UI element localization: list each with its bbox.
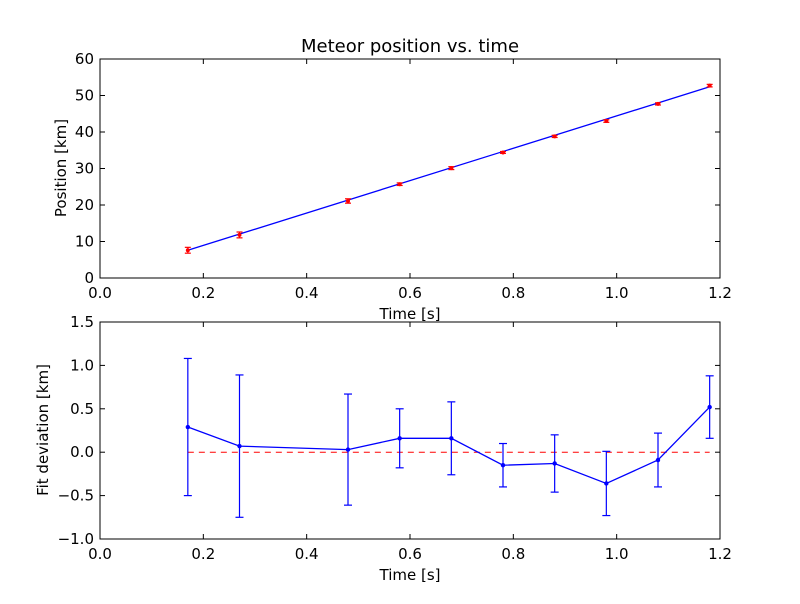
x-tick-label: 0.0 xyxy=(88,545,112,563)
deviation-axis-ticks: 0.0 0.2 0.4 0.6 0.8 1.0 1.2 −1.0 −0.5 0.0 0.5 1.0 1.… xyxy=(58,313,732,563)
x-tick-label: 0.0 xyxy=(88,284,112,302)
x-tick-label: 0.4 xyxy=(295,545,319,563)
y-tick-label: 20 xyxy=(75,196,94,214)
x-tick-label: 1.0 xyxy=(605,284,629,302)
residual-line xyxy=(187,406,711,485)
y-tick-label: 60 xyxy=(75,50,94,68)
position-axis-ticks: 0.0 0.2 0.4 0.6 0.8 1.0 1.2 0 10 20 30 40 50 60 xyxy=(75,50,732,302)
y-tick-label: 30 xyxy=(75,160,94,178)
residual-point xyxy=(552,461,557,466)
x-tick-label: 0.2 xyxy=(191,284,215,302)
residual-point xyxy=(707,404,712,410)
x-tick-label: 1.2 xyxy=(708,545,732,563)
x-axis-label: Time [s] xyxy=(379,305,441,323)
residual-point xyxy=(604,481,609,486)
y-axis-label: Fit deviation [km] xyxy=(34,364,52,496)
residual-point xyxy=(397,436,402,441)
x-tick-label: 0.4 xyxy=(295,284,319,302)
deviation-panel: 0.0 0.2 0.4 0.6 0.8 1.0 1.2 −1.0 −0.5 0.0 0.5 1.0 1.… xyxy=(34,313,732,584)
fit-line xyxy=(187,86,710,251)
residual-point xyxy=(237,443,242,449)
x-tick-label: 0.8 xyxy=(501,284,525,302)
x-axis-label: Time [s] xyxy=(379,566,441,584)
residual-point xyxy=(345,447,351,452)
residual-point xyxy=(655,457,661,463)
y-axis-label: Position [km] xyxy=(52,119,70,217)
measurement-point xyxy=(552,134,557,139)
y-tick-label: −0.5 xyxy=(58,487,94,505)
y-tick-label: 10 xyxy=(75,233,94,251)
chart-title: Meteor position vs. time xyxy=(301,36,519,57)
deviation-plot-frame xyxy=(99,321,721,540)
y-tick-label: 40 xyxy=(75,123,94,141)
residual-point xyxy=(185,424,191,430)
y-tick-label: 0.0 xyxy=(70,443,94,461)
residual-point xyxy=(449,436,454,441)
y-tick-label: 50 xyxy=(75,87,94,105)
measurement-point xyxy=(449,166,454,171)
measurement-point xyxy=(397,182,402,187)
y-tick-label: −1.0 xyxy=(58,530,94,548)
x-tick-label: 1.0 xyxy=(605,545,629,563)
x-tick-label: 0.6 xyxy=(398,545,422,563)
y-tick-label: 0.5 xyxy=(70,400,94,418)
measurement-point xyxy=(707,83,712,88)
position-plot-marks xyxy=(184,83,713,254)
x-tick-label: 0.6 xyxy=(398,284,422,302)
deviation-plot-marks xyxy=(183,357,714,518)
y-tick-label: 1.5 xyxy=(70,313,94,331)
measurement-point xyxy=(185,248,190,253)
x-tick-label: 0.2 xyxy=(191,545,215,563)
y-tick-label: 0 xyxy=(84,269,94,287)
measurement-point xyxy=(604,119,609,124)
measurement-point xyxy=(237,232,242,237)
position-panel: Meteor position vs. time 0.0 0.2 0.4 0.6 0.8… xyxy=(52,36,732,323)
position-plot-frame xyxy=(99,58,721,279)
residual-point xyxy=(500,463,506,468)
measurement-point xyxy=(656,101,660,106)
y-tick-label: 1.0 xyxy=(70,356,94,374)
measurement-point xyxy=(501,150,505,155)
measurement-point xyxy=(346,198,350,203)
x-tick-label: 1.2 xyxy=(708,284,732,302)
x-tick-label: 0.8 xyxy=(501,545,525,563)
